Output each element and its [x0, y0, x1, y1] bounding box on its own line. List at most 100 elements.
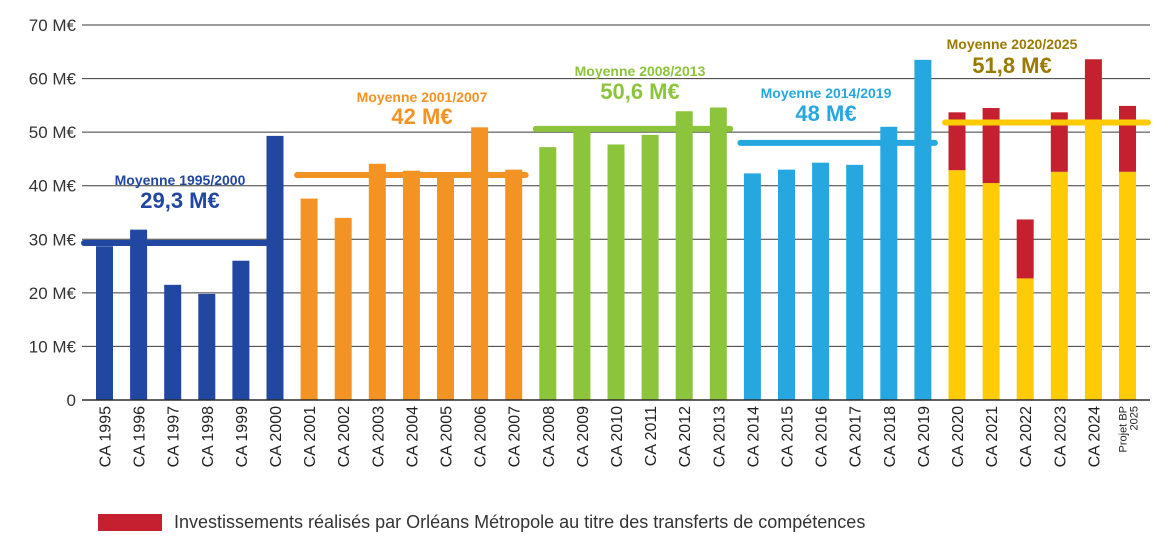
- x-tick-label: CA 1999: [234, 406, 251, 467]
- y-axis-tick-labels: 0 10 M€ 20 M€ 30 M€ 40 M€ 50 M€ 60 M€ 70 M€: [29, 16, 77, 410]
- x-tick-label: CA 2008: [541, 406, 558, 467]
- x-tick-label: CA 2024: [1086, 406, 1103, 467]
- bar-segment-base: [402, 170, 420, 400]
- x-tick-text: CA 2001: [302, 406, 319, 467]
- average-label: Moyenne 2020/2025: [947, 36, 1078, 52]
- bar-segment-transfer: [1016, 219, 1034, 279]
- x-tick-label: CA 2005: [439, 406, 456, 467]
- x-tick-label: CA 2015: [780, 406, 797, 467]
- x-tick-label: CA 2010: [609, 406, 626, 467]
- bar-segment-base: [1084, 121, 1102, 400]
- x-tick-label: CA 2001: [302, 406, 319, 467]
- y-tick-label: 10 M€: [29, 337, 77, 356]
- bar-segment-transfer: [948, 112, 966, 171]
- x-tick-label: CA 1996: [132, 406, 149, 467]
- bar-segment-transfer: [982, 108, 1000, 184]
- x-tick-label: CA 2017: [848, 406, 865, 467]
- x-tick-text: CA 2011: [643, 406, 660, 466]
- bar-segment-base: [607, 144, 625, 400]
- bar-segment-transfer: [1084, 59, 1102, 122]
- x-tick-label: CA 2014: [745, 406, 762, 467]
- x-tick-label: CA 2012: [677, 406, 694, 467]
- x-tick-text: CA 2007: [507, 406, 524, 467]
- x-tick-label: CA 2007: [507, 406, 524, 467]
- x-tick-text: CA 2010: [609, 406, 626, 467]
- bar-segment-base: [641, 134, 659, 401]
- x-tick-label: CA 2000: [268, 406, 285, 467]
- bar-segment-base: [914, 59, 932, 400]
- x-tick-text: CA 2016: [814, 406, 831, 467]
- bar-segment-base: [1016, 278, 1034, 400]
- average-label: Moyenne 1995/2000: [115, 172, 246, 188]
- x-tick-label: CA 2018: [882, 406, 899, 467]
- bar-segment-base: [675, 111, 693, 400]
- bar-segment-base: [812, 162, 830, 400]
- bar-segment-base: [573, 126, 591, 400]
- legend-swatch-transfers: [98, 514, 162, 531]
- average-value-label: 42 M€: [391, 104, 452, 129]
- bar-segment-base: [368, 163, 386, 400]
- x-tick-text: CA 2019: [916, 406, 933, 467]
- bar-segment-base: [539, 147, 557, 400]
- bar-segment-base: [880, 126, 898, 401]
- x-tick-text: CA 2020: [950, 406, 967, 467]
- bar-segment-base: [198, 293, 216, 400]
- x-tick-text: CA 2013: [711, 406, 728, 467]
- x-tick-label: CA 2021: [984, 406, 1001, 467]
- bar-segment-base: [1050, 171, 1068, 400]
- x-tick-text: CA 1995: [98, 406, 115, 467]
- y-tick-label: 60 M€: [29, 70, 77, 89]
- average-value-label: 48 M€: [795, 101, 856, 126]
- x-tick-label: CA 2022: [1018, 406, 1035, 467]
- bar-segment-base: [948, 170, 966, 400]
- x-tick-text: CA 2022: [1018, 406, 1035, 467]
- x-tick-text: CA 2005: [439, 406, 456, 467]
- x-tick-text: CA 2003: [370, 406, 387, 467]
- bar-segment-base: [778, 169, 795, 400]
- average-value-label: 50,6 M€: [600, 79, 680, 104]
- y-tick-label: 0: [67, 391, 76, 410]
- bar-segment-base: [1119, 171, 1136, 400]
- bar-segment-transfer: [1050, 112, 1068, 172]
- bar-segment-base: [164, 284, 182, 400]
- x-tick-text: CA 2000: [268, 406, 285, 467]
- bar-segment-base: [471, 127, 489, 401]
- bar-segment-base: [232, 260, 250, 400]
- bar-segment-base: [743, 173, 761, 400]
- x-axis-tick-labels: CA 1995 CA 1996 CA 1997 CA 1998 CA 1999 CA 20…: [98, 406, 1141, 467]
- x-tick-text: CA 2012: [677, 406, 694, 467]
- x-tick-text: CA 2018: [882, 406, 899, 467]
- y-tick-label: 20 M€: [29, 284, 77, 303]
- x-tick-text: CA 2009: [575, 406, 592, 467]
- bar-segment-base: [982, 183, 1000, 400]
- x-tick-label: CA 2020: [950, 406, 967, 467]
- bar-segment-base: [266, 135, 284, 400]
- x-tick-text: CA 2017: [848, 406, 865, 467]
- y-tick-label: 50 M€: [29, 123, 77, 142]
- x-tick-label: CA 2006: [473, 406, 490, 467]
- average-label: Moyenne 2008/2013: [575, 63, 706, 79]
- legend-label-transfers: Investissements réalisés par Orléans Mét…: [174, 512, 866, 532]
- x-tick-label: CA 2009: [575, 406, 592, 467]
- bar-segment-base: [334, 217, 352, 400]
- x-tick-text: CA 2006: [473, 406, 490, 467]
- x-tick-text: Projet BP: [1118, 406, 1130, 452]
- x-tick-text: CA 2021: [984, 406, 1001, 467]
- x-tick-text: 2025: [1129, 406, 1141, 430]
- x-tick-text: CA 1997: [166, 406, 183, 467]
- bar-segment-base: [96, 246, 113, 400]
- bar-segment-base: [846, 164, 864, 400]
- y-tick-label: 40 M€: [29, 177, 77, 196]
- x-tick-label: Projet BP 2025: [1118, 406, 1141, 452]
- bar-segment-transfer: [1119, 105, 1136, 172]
- x-tick-label: CA 2023: [1052, 406, 1069, 467]
- average-label: Moyenne 2014/2019: [761, 85, 892, 101]
- average-value-label: 51,8 M€: [972, 53, 1052, 78]
- bar-segment-base: [505, 169, 523, 400]
- x-tick-label: CA 1997: [166, 406, 183, 467]
- average-value-label: 29,3 M€: [140, 188, 220, 213]
- bar-segment-base: [709, 107, 727, 400]
- y-tick-label: 30 M€: [29, 230, 77, 249]
- x-tick-label: CA 1995: [98, 406, 115, 467]
